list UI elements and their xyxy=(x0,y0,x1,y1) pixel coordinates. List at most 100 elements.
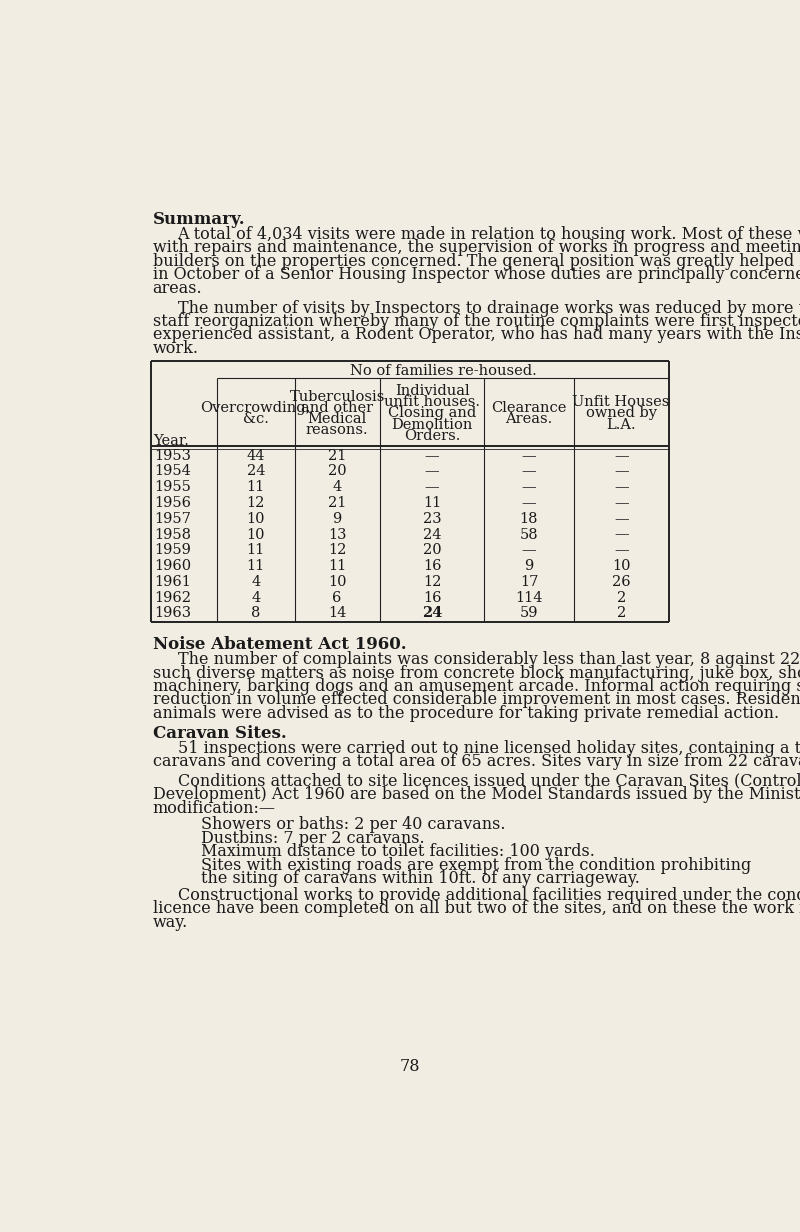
Text: reasons.: reasons. xyxy=(306,423,369,437)
Text: —: — xyxy=(614,448,629,463)
Text: 18: 18 xyxy=(520,511,538,526)
Text: Unfit Houses: Unfit Houses xyxy=(573,395,670,409)
Text: Conditions attached to site licences issued under the Caravan Sites (Control of: Conditions attached to site licences iss… xyxy=(178,772,800,790)
Text: Overcrowding,: Overcrowding, xyxy=(201,400,311,415)
Text: Noise Abatement Act 1960.: Noise Abatement Act 1960. xyxy=(153,636,406,653)
Text: —: — xyxy=(522,543,536,557)
Text: 1958: 1958 xyxy=(154,527,191,542)
Text: 10: 10 xyxy=(246,527,265,542)
Text: The number of complaints was considerably less than last year, 8 against 22, and: The number of complaints was considerabl… xyxy=(178,650,800,668)
Text: —: — xyxy=(614,464,629,478)
Text: A total of 4,034 visits were made in relation to housing work. Most of these wer: A total of 4,034 visits were made in rel… xyxy=(178,225,800,243)
Text: —: — xyxy=(425,448,439,463)
Text: 4: 4 xyxy=(251,575,260,589)
Text: Showers or baths: 2 per 40 caravans.: Showers or baths: 2 per 40 caravans. xyxy=(201,816,506,833)
Text: owned by: owned by xyxy=(586,407,657,420)
Text: Caravan Sites.: Caravan Sites. xyxy=(153,724,286,742)
Text: 10: 10 xyxy=(328,575,346,589)
Text: Constructional works to provide additional facilities required under the conditi: Constructional works to provide addition… xyxy=(178,887,800,903)
Text: 11: 11 xyxy=(246,559,265,573)
Text: &c.: &c. xyxy=(243,411,269,426)
Text: reduction in volume effected considerable improvement in most cases. Residents a: reduction in volume effected considerabl… xyxy=(153,691,800,708)
Text: 59: 59 xyxy=(520,606,538,621)
Text: 1961: 1961 xyxy=(154,575,191,589)
Text: 11: 11 xyxy=(328,559,346,573)
Text: Orders.: Orders. xyxy=(404,429,460,442)
Text: —: — xyxy=(614,496,629,510)
Text: way.: way. xyxy=(153,914,188,930)
Text: modification:—: modification:— xyxy=(153,800,276,817)
Text: licence have been completed on all but two of the sites, and on these the work i: licence have been completed on all but t… xyxy=(153,901,800,917)
Text: 11: 11 xyxy=(423,496,442,510)
Text: experienced assistant, a Rodent Operator, who has had many years with the Inspec: experienced assistant, a Rodent Operator… xyxy=(153,326,800,344)
Text: L.A.: L.A. xyxy=(606,418,636,431)
Text: 1962: 1962 xyxy=(154,590,191,605)
Text: 26: 26 xyxy=(612,575,630,589)
Text: —: — xyxy=(522,448,536,463)
Text: —: — xyxy=(614,543,629,557)
Text: 1963: 1963 xyxy=(154,606,191,621)
Text: Demolition: Demolition xyxy=(391,418,473,431)
Text: 16: 16 xyxy=(423,590,442,605)
Text: 44: 44 xyxy=(246,448,265,463)
Text: The number of visits by Inspectors to drainage works was reduced by more than ha: The number of visits by Inspectors to dr… xyxy=(178,299,800,317)
Text: 2: 2 xyxy=(617,606,626,621)
Text: 20: 20 xyxy=(422,543,442,557)
Text: 21: 21 xyxy=(328,448,346,463)
Text: 11: 11 xyxy=(246,480,265,494)
Text: 114: 114 xyxy=(515,590,542,605)
Text: and other: and other xyxy=(301,400,374,415)
Text: —: — xyxy=(522,464,536,478)
Text: Development) Act 1960 are based on the Model Standards issued by the Ministry wi: Development) Act 1960 are based on the M… xyxy=(153,786,800,803)
Text: Dustbins: 7 per 2 caravans.: Dustbins: 7 per 2 caravans. xyxy=(201,829,424,846)
Text: the siting of caravans within 10ft. of any carriageway.: the siting of caravans within 10ft. of a… xyxy=(201,870,640,887)
Text: 11: 11 xyxy=(246,543,265,557)
Text: 78: 78 xyxy=(400,1058,420,1076)
Text: 20: 20 xyxy=(328,464,346,478)
Text: with repairs and maintenance, the supervision of works in progress and meeting o: with repairs and maintenance, the superv… xyxy=(153,239,800,256)
Text: 1953: 1953 xyxy=(154,448,191,463)
Text: 21: 21 xyxy=(328,496,346,510)
Text: 12: 12 xyxy=(246,496,265,510)
Text: Maximum distance to toilet facilities: 100 yards.: Maximum distance to toilet facilities: 1… xyxy=(201,843,594,860)
Text: 51 inspections were carried out to nine licensed holiday sites, containing a tot: 51 inspections were carried out to nine … xyxy=(178,739,800,756)
Text: Summary.: Summary. xyxy=(153,211,246,228)
Text: 13: 13 xyxy=(328,527,346,542)
Text: 12: 12 xyxy=(328,543,346,557)
Text: 23: 23 xyxy=(422,511,442,526)
Text: 4: 4 xyxy=(333,480,342,494)
Text: 1960: 1960 xyxy=(154,559,191,573)
Text: —: — xyxy=(614,527,629,542)
Text: 2: 2 xyxy=(617,590,626,605)
Text: Sites with existing roads are exempt from the condition prohibiting: Sites with existing roads are exempt fro… xyxy=(201,856,751,873)
Text: Areas.: Areas. xyxy=(506,411,553,426)
Text: 1959: 1959 xyxy=(154,543,191,557)
Text: 8: 8 xyxy=(251,606,261,621)
Text: Year.: Year. xyxy=(154,434,190,447)
Text: 17: 17 xyxy=(520,575,538,589)
Text: in October of a Senior Housing Inspector whose duties are principally concerned : in October of a Senior Housing Inspector… xyxy=(153,266,800,283)
Text: 1955: 1955 xyxy=(154,480,191,494)
Text: 24: 24 xyxy=(423,527,442,542)
Text: machinery, barking dogs and an amusement arcade. Informal action requiring sound: machinery, barking dogs and an amusement… xyxy=(153,678,800,695)
Text: —: — xyxy=(425,464,439,478)
Text: 16: 16 xyxy=(423,559,442,573)
Text: 9: 9 xyxy=(524,559,534,573)
Text: 4: 4 xyxy=(251,590,260,605)
Text: —: — xyxy=(522,496,536,510)
Text: —: — xyxy=(614,511,629,526)
Text: unfit houses.: unfit houses. xyxy=(384,395,480,409)
Text: 24: 24 xyxy=(246,464,265,478)
Text: 14: 14 xyxy=(328,606,346,621)
Text: work.: work. xyxy=(153,340,198,357)
Text: Medical: Medical xyxy=(307,411,366,426)
Text: —: — xyxy=(522,480,536,494)
Text: staff reorganization whereby many of the routine complaints were first inspected: staff reorganization whereby many of the… xyxy=(153,313,800,330)
Text: Clearance: Clearance xyxy=(491,400,566,415)
Text: —: — xyxy=(425,480,439,494)
Text: 6: 6 xyxy=(333,590,342,605)
Text: 1957: 1957 xyxy=(154,511,191,526)
Text: Tuberculosis: Tuberculosis xyxy=(290,389,385,404)
Text: builders on the properties concerned. The general position was greatly helped by: builders on the properties concerned. Th… xyxy=(153,253,800,270)
Text: 10: 10 xyxy=(246,511,265,526)
